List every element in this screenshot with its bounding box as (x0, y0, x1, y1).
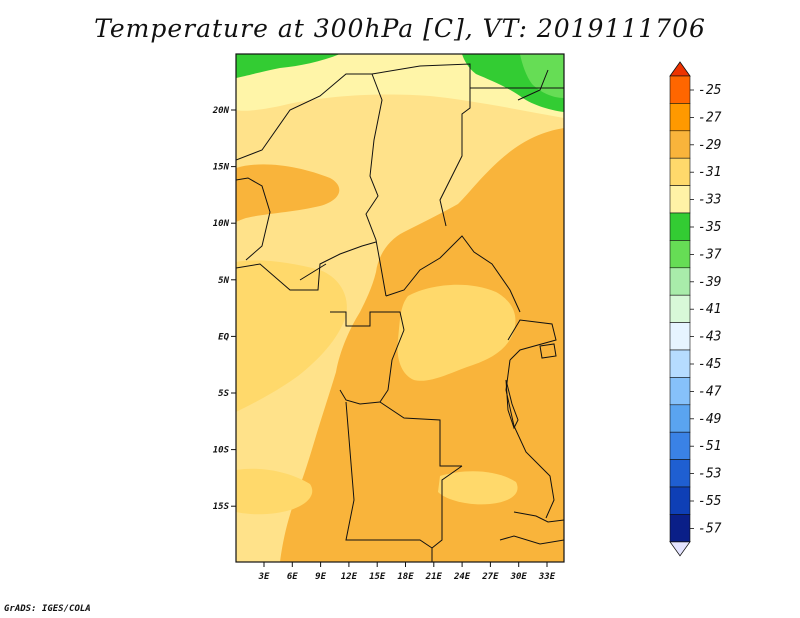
colorbar-label: -49 (698, 412, 721, 427)
lat-tick-label: EQ (218, 332, 229, 342)
boundary-line (345, 401, 433, 562)
lon-tick-label: 15E (369, 572, 386, 582)
colorbar-label: -39 (698, 275, 721, 290)
lat-tick-label: 5N (218, 276, 229, 286)
temperature-field-light-patch-south (438, 471, 518, 505)
colorbar-label: -27 (698, 110, 722, 125)
lon-tick-label: 3E (258, 572, 270, 582)
temperature-field-light-patch-sw (236, 468, 313, 515)
colorbar-swatch (669, 130, 691, 159)
boundary-line (513, 511, 564, 523)
colorbar-swatch (669, 404, 691, 433)
colorbar: -25 -27 -29 -31 -33 -35 -37 -39 -41 -43 -45 -47 -49 -… (669, 61, 722, 557)
boundary-line (371, 63, 471, 227)
colorbar-swatch (669, 185, 691, 214)
boundary-line (499, 535, 564, 545)
colorbar-label: -35 (698, 220, 722, 235)
map-title: Temperature at 300hPa [C], VT: 201911170… (94, 14, 706, 43)
lat-tick-label: 15S (213, 502, 230, 512)
colorbar-label: -31 (698, 165, 721, 180)
boundary-line (236, 177, 271, 261)
colorbar-swatch (669, 103, 691, 132)
lat-tick-label: 15N (213, 163, 230, 173)
lon-tick-label: 30E (510, 572, 528, 582)
colorbar-label: -25 (698, 83, 722, 98)
boundary-line (505, 359, 555, 519)
colorbar-label: -53 (698, 467, 721, 482)
colorbar-top-arrow (669, 61, 691, 77)
lon-tick-label: 24E (453, 572, 471, 582)
colorbar-swatch (669, 267, 691, 296)
plot-frame (235, 53, 565, 563)
colorbar-label: -55 (698, 494, 722, 509)
colorbar-swatch (669, 322, 691, 351)
temperature-field-light-patch-west-coast (236, 260, 347, 412)
grads-credit: GrADS: IGES/COLA (4, 604, 91, 614)
boundary-line (339, 389, 381, 405)
colorbar-swatch (669, 459, 691, 488)
colorbar-swatch (669, 240, 691, 269)
colorbar-swatch (669, 514, 691, 543)
colorbar-swatch (669, 75, 691, 104)
boundary-line (517, 69, 549, 101)
map-plot-area (236, 54, 564, 562)
lon-tick-label: 12E (341, 572, 358, 582)
colorbar-label: -41 (698, 302, 721, 317)
boundary-line (236, 73, 387, 297)
colorbar-swatch (669, 349, 691, 378)
lon-tick-label: 9E (315, 572, 326, 582)
lon-tick-label: 27E (481, 572, 499, 582)
boundary-line (507, 319, 557, 361)
boundary-line (299, 263, 327, 281)
colorbar-swatch (669, 294, 691, 323)
colorbar-bottom-arrow (669, 541, 691, 557)
colorbar-label: -29 (698, 138, 721, 153)
boundary-line (379, 329, 462, 467)
colorbar-swatch (669, 431, 691, 460)
colorbar-label: -43 (698, 330, 721, 345)
lon-tick-label: 18E (397, 572, 414, 582)
lake-outline (505, 379, 519, 430)
colorbar-label: -33 (698, 193, 721, 208)
boundary-line (385, 235, 521, 313)
colorbar-swatch (669, 212, 691, 241)
lat-tick-label: 20N (212, 106, 230, 116)
country-boundaries (236, 63, 564, 562)
colorbar-label: -37 (698, 247, 722, 262)
lat-tick-label: 5S (218, 389, 229, 399)
lon-tick-label: 33E (538, 572, 556, 582)
lon-tick-label: 21E (425, 572, 443, 582)
longitude-axis: 3E 6E 9E 12E 15E 18E 21E 24E 27E 30E 33E (258, 562, 556, 582)
lat-tick-label: 10N (213, 219, 230, 229)
boundary-line (431, 465, 463, 549)
colorbar-label: -57 (698, 521, 722, 536)
temperature-field-green-nw (236, 54, 340, 78)
lake-outline (539, 343, 557, 359)
colorbar-swatch (669, 157, 691, 186)
colorbar-label: -47 (698, 384, 722, 399)
lat-tick-label: 10S (213, 446, 230, 456)
colorbar-label: -51 (698, 439, 721, 454)
temperature-field-orange-west-sahel (236, 164, 340, 222)
boundary-line (330, 311, 405, 331)
temperature-field-lightgreen-ne (520, 54, 564, 98)
lon-tick-label: 6E (287, 572, 298, 582)
colorbar-swatch (669, 377, 691, 406)
latitude-axis: 20N 15N 10N 5N EQ 5S 10S 15S (212, 106, 236, 512)
temperature-field-light-patch-congo (397, 284, 516, 381)
colorbar-label: -45 (698, 357, 722, 372)
boundary-line (236, 241, 377, 291)
colorbar-swatch (669, 486, 691, 515)
